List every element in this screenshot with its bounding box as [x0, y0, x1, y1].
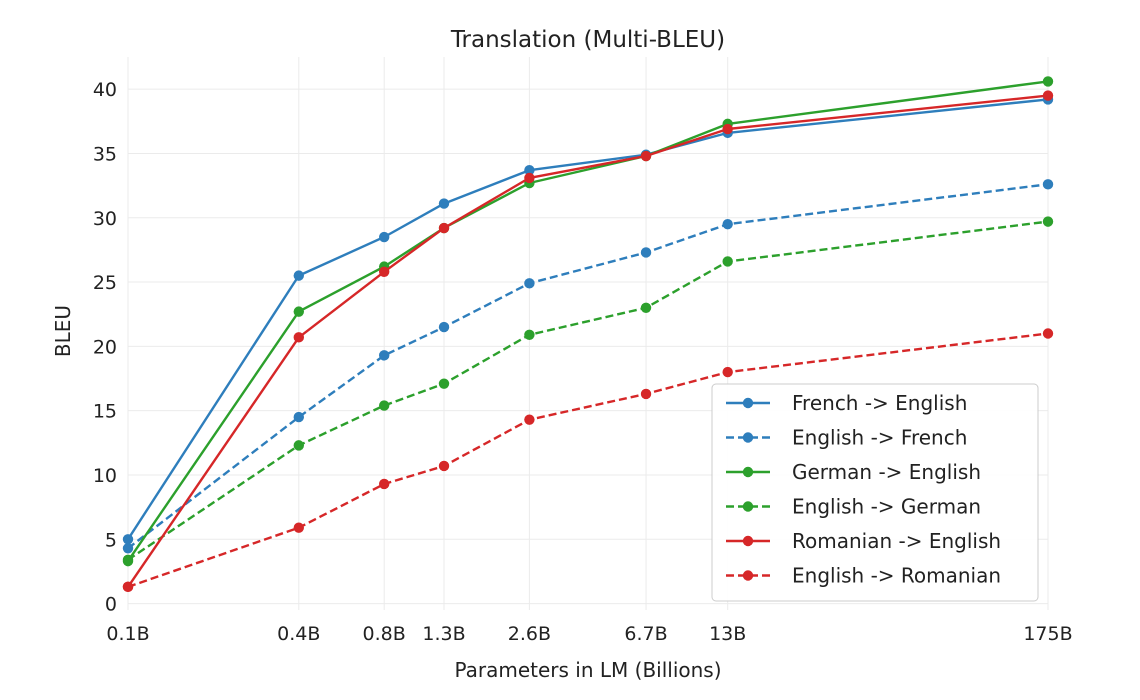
y-tick-label: 25 [93, 272, 117, 294]
y-tick-label: 40 [93, 79, 117, 101]
data-point [722, 123, 733, 135]
data-point [524, 164, 535, 176]
series-lines [122, 76, 1054, 593]
data-point [122, 534, 134, 545]
series-3 [122, 216, 1054, 566]
data-point [293, 522, 304, 533]
legend-swatch-marker [742, 535, 754, 547]
data-point [438, 198, 450, 209]
series-line [127, 183, 1049, 550]
data-point [122, 581, 134, 593]
y-tick-label: 20 [93, 336, 117, 358]
x-tick-label: 175B [1023, 623, 1072, 645]
data-point [293, 411, 304, 423]
data-point [293, 270, 304, 281]
data-point [640, 150, 652, 162]
series-line [127, 220, 1049, 561]
series-line [127, 94, 1049, 588]
legend-label: Romanian -> English [792, 529, 1001, 553]
gridlines [127, 57, 1049, 610]
y-tick-label: 35 [93, 143, 117, 165]
data-point [438, 378, 450, 389]
y-tick-label: 15 [93, 401, 117, 423]
y-tick-label: 5 [105, 529, 117, 551]
data-point [722, 256, 733, 267]
data-point [640, 302, 652, 313]
legend-label: English -> French [792, 426, 967, 450]
chart-title: Translation (Multi-BLEU) [450, 27, 725, 53]
axis-ticks: 0.1B 0.4B 0.8B 1.3B 2.6B 6.7B 13B 175B 0 5 10 15 20 2… [93, 79, 1073, 645]
y-tick-label: 30 [93, 208, 117, 230]
data-point [293, 306, 304, 317]
data-point [293, 440, 304, 451]
legend-swatch-marker [742, 570, 754, 581]
y-tick-label: 10 [93, 465, 117, 487]
data-point [524, 278, 535, 289]
data-point [1042, 216, 1054, 227]
data-point [438, 222, 450, 234]
series-5 [122, 328, 1054, 593]
data-point [378, 400, 390, 411]
series-line [127, 80, 1049, 562]
legend-label: French -> English [792, 391, 967, 415]
data-point [122, 543, 134, 554]
data-point [722, 218, 733, 230]
legend-label: English -> Romanian [792, 564, 1001, 588]
y-axis-label: BLEU [51, 305, 75, 357]
data-point [293, 332, 304, 343]
data-point [1042, 90, 1054, 101]
legend-label: German -> English [792, 460, 981, 484]
data-point [524, 329, 535, 340]
legend-swatch-marker [742, 397, 754, 409]
x-tick-label: 0.1B [106, 623, 149, 645]
legend: French -> English English -> French German… [711, 383, 1039, 602]
data-point [378, 478, 390, 490]
data-point [438, 460, 450, 472]
x-tick-label: 0.8B [363, 623, 406, 645]
x-tick-label: 1.3B [422, 623, 465, 645]
data-point [1042, 76, 1054, 87]
data-point [378, 350, 390, 361]
y-tick-label: 0 [105, 594, 117, 616]
legend-swatch-marker [742, 466, 754, 478]
data-point [524, 414, 535, 425]
legend-label: English -> German [792, 495, 981, 519]
data-point [1042, 179, 1054, 190]
legend-box [711, 383, 1039, 602]
x-tick-label: 6.7B [624, 623, 667, 645]
legend-swatch-marker [742, 501, 754, 512]
data-point [122, 554, 134, 566]
data-point [722, 366, 733, 378]
data-point [378, 266, 390, 277]
x-tick-label: 0.4B [277, 623, 320, 645]
legend-swatch-marker [742, 432, 754, 443]
data-point [640, 388, 652, 400]
series-line [127, 332, 1049, 589]
series-4 [122, 90, 1054, 593]
series-1 [122, 179, 1054, 554]
data-point [1042, 328, 1054, 339]
x-axis-label: Parameters in LM (Billions) [454, 658, 721, 682]
data-point [524, 172, 535, 184]
x-tick-label: 13B [709, 623, 746, 645]
data-point [438, 321, 450, 333]
data-point [378, 231, 390, 243]
x-tick-label: 2.6B [508, 623, 551, 645]
data-point [640, 247, 652, 258]
series-line [126, 98, 1049, 540]
